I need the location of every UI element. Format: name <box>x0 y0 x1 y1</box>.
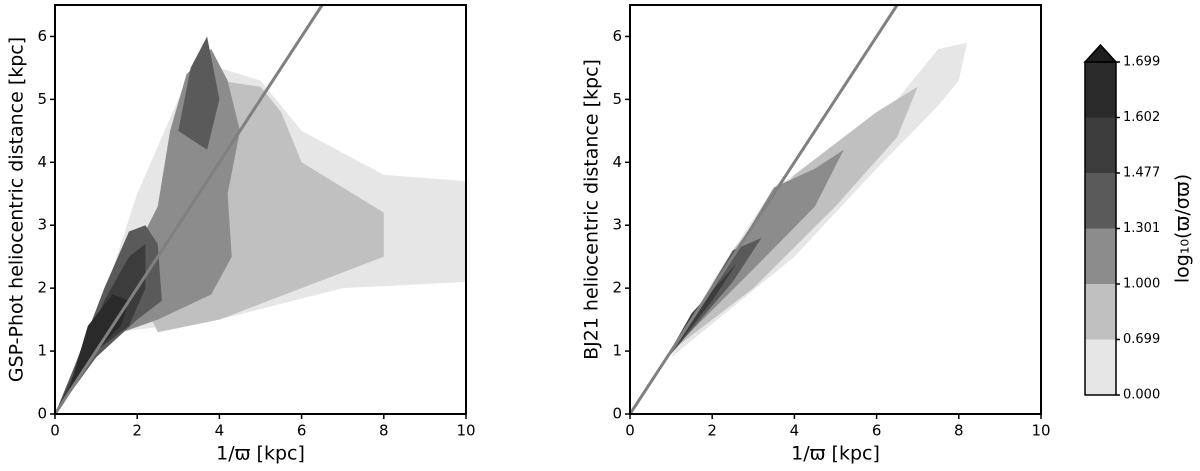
y-tick-label: 3 <box>37 216 47 234</box>
x-tick-label: 6 <box>872 422 882 440</box>
colorbar-extend <box>1083 43 1118 63</box>
y-tick-label: 0 <box>612 405 622 423</box>
x-tick-label: 0 <box>625 422 635 440</box>
y-tick-label: 6 <box>37 27 47 45</box>
density-region <box>662 262 737 364</box>
y-tick-label: 2 <box>612 279 622 297</box>
colorbar-tick-label: 0.699 <box>1123 332 1160 347</box>
y-tick-label: 3 <box>612 216 622 234</box>
colorbar-tick-label: 1.699 <box>1123 55 1160 70</box>
y-axis-label: GSP-Phot heliocentric distance [kpc] <box>6 37 28 382</box>
colorbar-segment <box>1085 62 1116 118</box>
plot-area <box>55 5 466 414</box>
y-tick-label: 2 <box>37 279 47 297</box>
y-tick-label: 1 <box>37 342 47 360</box>
colorbar-tick-label: 0.000 <box>1123 388 1160 403</box>
colorbar-segment <box>1085 173 1116 229</box>
x-tick-label: 8 <box>954 422 964 440</box>
colorbar-segment <box>1085 117 1116 173</box>
colorbar-segment <box>1085 228 1116 284</box>
colorbar-tick-label: 1.602 <box>1123 110 1160 125</box>
colorbar-tick-label: 1.301 <box>1123 221 1160 236</box>
x-tick-label: 10 <box>1031 422 1050 440</box>
reference-line <box>55 5 324 414</box>
x-tick-label: 4 <box>215 422 225 440</box>
y-tick-label: 6 <box>612 27 622 45</box>
reference-line <box>630 5 899 414</box>
axes-frame <box>629 4 1042 415</box>
y-tick-label: 5 <box>612 90 622 108</box>
x-axis-label: 1/ϖ [kpc] <box>791 443 880 465</box>
x-tick-label: 0 <box>50 422 60 440</box>
x-tick-label: 2 <box>132 422 142 440</box>
colorbar-tick-label: 1.477 <box>1123 166 1160 181</box>
y-tick-label: 0 <box>37 405 47 423</box>
y-tick-label: 4 <box>37 153 47 171</box>
colorbar-segment <box>1085 339 1116 395</box>
y-tick-label: 4 <box>612 153 622 171</box>
x-tick-label: 4 <box>790 422 800 440</box>
y-tick-label: 5 <box>37 90 47 108</box>
x-tick-label: 6 <box>297 422 307 440</box>
plot-area <box>630 5 968 414</box>
density-region <box>178 36 220 150</box>
x-axis-label: 1/ϖ [kpc] <box>216 443 305 465</box>
y-axis-label: BJ21 heliocentric distance [kpc] <box>581 59 603 360</box>
y-tick-label: 1 <box>612 342 622 360</box>
colorbar-label: log₁₀(ϖ/σϖ) <box>1172 174 1194 283</box>
x-tick-label: 2 <box>707 422 717 440</box>
x-tick-label: 10 <box>456 422 475 440</box>
colorbar-tick-label: 1.000 <box>1123 277 1160 292</box>
x-tick-label: 8 <box>379 422 389 440</box>
colorbar-segment <box>1085 284 1116 340</box>
axes-frame <box>54 4 467 415</box>
